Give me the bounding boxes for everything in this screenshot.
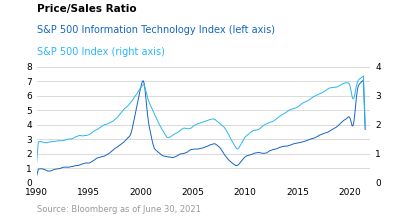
Text: Price/Sales Ratio: Price/Sales Ratio <box>37 4 136 14</box>
Text: Source: Bloomberg as of June 30, 2021: Source: Bloomberg as of June 30, 2021 <box>37 205 201 214</box>
Text: S&P 500 Information Technology Index (left axis): S&P 500 Information Technology Index (le… <box>37 25 275 35</box>
Text: S&P 500 Index (right axis): S&P 500 Index (right axis) <box>37 47 164 57</box>
